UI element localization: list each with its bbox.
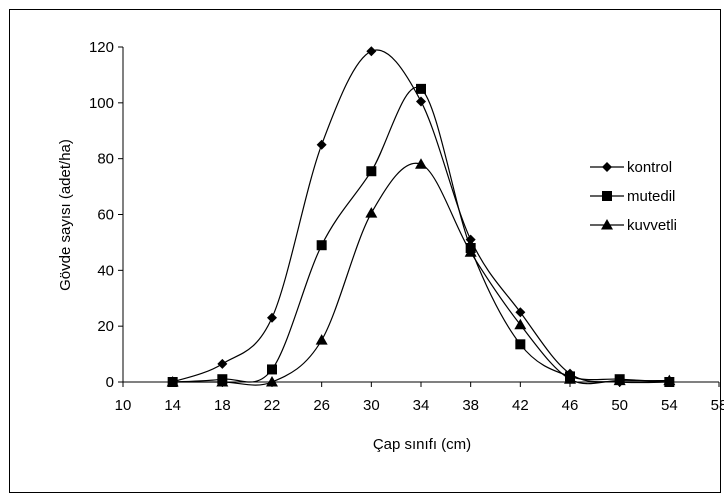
data-point-kontrol: [217, 358, 228, 369]
x-tick-label: 34: [413, 397, 430, 414]
data-point-kontrol: [267, 312, 277, 323]
legend-item-mutedil: mutedil: [590, 188, 675, 205]
y-tick-label: 120: [89, 39, 114, 56]
data-point-kuvvetli: [415, 158, 427, 169]
legend-label: mutedil: [627, 188, 675, 205]
data-point-kuvvetli: [514, 318, 527, 330]
data-point-kontrol: [515, 307, 526, 318]
legend-marker-kontrol: [602, 162, 612, 172]
series-kuvvetli: [166, 158, 676, 387]
data-point-kuvvetli: [266, 376, 278, 387]
x-tick-label: 38: [462, 397, 479, 414]
series-group: [166, 46, 676, 387]
data-point-kuvvetli: [464, 246, 477, 257]
x-tick-label: 22: [264, 397, 281, 414]
data-point-kuvvetli: [564, 373, 576, 384]
legend-marker-kuvvetli: [601, 219, 613, 230]
series-line-mutedil: [172, 86, 670, 383]
chart-frame: [9, 9, 721, 493]
data-point-mutedil: [316, 240, 327, 251]
data-point-kuvvetli: [216, 376, 229, 387]
legend-marker-mutedil: [602, 191, 612, 201]
x-axis-title: Çap sınıfı (cm): [373, 436, 471, 453]
y-tick-label: 20: [97, 318, 114, 335]
data-point-mutedil: [267, 364, 277, 375]
x-tick-label: 14: [164, 397, 181, 414]
x-tick-label: 46: [562, 397, 579, 414]
data-point-kuvvetli: [166, 376, 179, 387]
data-point-mutedil: [515, 339, 526, 350]
y-axis-title: Gövde sayısı (adet/ha): [57, 139, 74, 291]
data-point-kuvvetli: [365, 207, 378, 218]
x-tick-label: 42: [512, 397, 529, 414]
data-point-mutedil: [366, 166, 377, 177]
data-point-mutedil: [416, 83, 426, 94]
y-tick-label: 0: [106, 374, 114, 391]
legend-item-kontrol: kontrol: [590, 159, 672, 176]
legend-label: kuvvetli: [627, 217, 677, 234]
legend-label: kontrol: [627, 159, 672, 176]
y-tick-label: 80: [97, 151, 114, 168]
x-tick-label: 58: [711, 397, 724, 414]
data-point-kontrol: [366, 46, 377, 57]
x-tick-label: 50: [611, 397, 628, 414]
x-tick-label: 26: [313, 397, 330, 414]
data-point-kontrol: [416, 96, 426, 107]
y-tick-label: 100: [89, 95, 114, 112]
x-tick-label: 30: [363, 397, 380, 414]
data-point-kuvvetli: [663, 374, 676, 386]
legend: kontrol mutedil kuvvetli: [590, 159, 677, 234]
y-tick-label: 40: [97, 262, 114, 279]
data-point-kuvvetli: [315, 334, 328, 345]
data-point-kontrol: [316, 139, 327, 150]
series-mutedil: [167, 83, 675, 387]
y-tick-label: 60: [97, 207, 114, 224]
x-tick-label: 18: [214, 397, 231, 414]
x-tick-label: 54: [661, 397, 678, 414]
data-point-kuvvetli: [613, 374, 626, 386]
x-tick-label: 10: [115, 397, 132, 414]
legend-item-kuvvetli: kuvvetli: [590, 217, 677, 234]
y-ticks: 0 20 40 60 80 100 120: [89, 39, 123, 391]
series-kontrol: [167, 46, 675, 387]
x-ticks: 10 14 18 22 26 30 34 38 42 46 50 54 58: [115, 382, 724, 414]
